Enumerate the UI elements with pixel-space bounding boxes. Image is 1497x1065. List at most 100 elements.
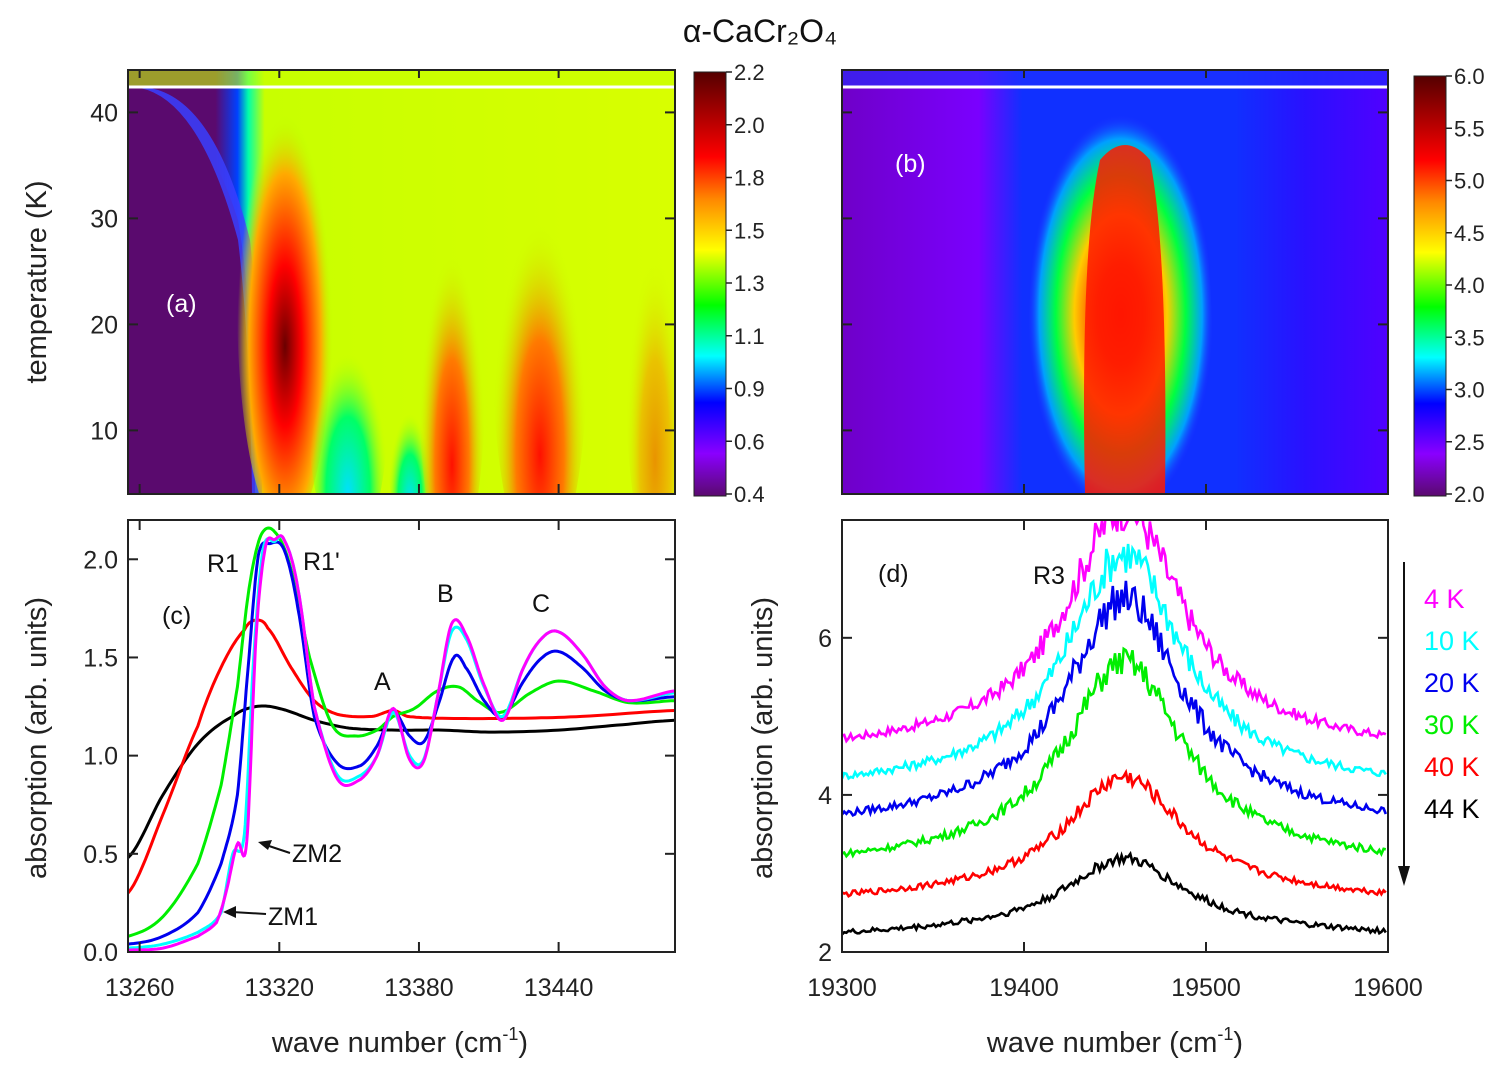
heatmap-a-top-band [128, 70, 675, 86]
panel-b-frame [841, 69, 1389, 495]
colorbar-tick-label: 0.4 [734, 482, 765, 507]
heatmap-b-top-band [842, 70, 1388, 86]
series-line-30k [842, 646, 1387, 859]
series-line-4k [128, 534, 675, 952]
y-tick-label: 2 [818, 939, 832, 967]
colorbar-tick-label: 1.3 [734, 271, 765, 296]
series-line-20k [842, 580, 1388, 818]
colorbar-tick-label: 0.6 [734, 429, 765, 454]
colorbar-tick-label: 2.2 [734, 60, 765, 85]
y-tick-label: 2.0 [83, 546, 118, 574]
legend-label-4k: 4 K [1424, 584, 1465, 614]
legend-label-30k: 30 K [1424, 710, 1480, 740]
panel-a-label: (a) [166, 290, 197, 318]
legend-label-44k: 44 K [1424, 794, 1480, 824]
colorbar-tick-label: 4.5 [1454, 221, 1485, 246]
panel-c-label: (c) [162, 602, 191, 630]
colorbar-tick-label: 1.1 [734, 324, 765, 349]
legend-label-40k: 40 K [1424, 752, 1480, 782]
zm1-arrow [223, 906, 267, 918]
colorbar-tick-label: 3.5 [1454, 325, 1485, 350]
annotation-a: A [374, 668, 391, 696]
zm2-arrow [258, 840, 291, 854]
panel-d-xlabel: wave number (cm-1) [986, 1024, 1243, 1059]
colorbar-a-ticks: 0.4 0.6 0.9 1.1 1.3 1.5 1.8 2.0 2.2 [726, 60, 765, 507]
panel-a: (a) 10 20 30 40 temperature (K) 0.4 0.6 0.9 1.… [21, 60, 765, 507]
colorbar-tick-label: 6.0 [1454, 64, 1485, 89]
colorbar-tick-label: 2.0 [1454, 482, 1485, 507]
annotation-r1: R1 [207, 550, 239, 578]
panel-d-series [842, 520, 1388, 936]
colorbar-tick-label: 2.0 [734, 113, 765, 138]
x-tick-label: 13260 [105, 974, 175, 1002]
annotation-r1-prime: R1' [303, 548, 340, 576]
colorbar-tick-label: 5.0 [1454, 169, 1485, 194]
x-tick-label: 13320 [245, 974, 315, 1002]
panel-c-frame [127, 519, 676, 953]
colorbar-a [693, 71, 727, 497]
x-tick-label: 13380 [384, 974, 454, 1002]
series-line-30k [128, 526, 675, 938]
y-tick-label: 0.0 [83, 939, 118, 967]
heatmap-a-peak-c [492, 110, 588, 494]
y-tick-label: 4 [818, 782, 832, 810]
panel-c-ticks: 13260 13320 13380 13440 0.0 0.5 1.0 1.5 2.0 [83, 520, 675, 1002]
y-tick-label: 1.0 [83, 743, 118, 771]
y-tick-label: 40 [90, 99, 118, 127]
panel-d: 19300 19400 19500 19600 2 4 6 (d) R3 4 K 10 K 20… [747, 519, 1480, 1059]
series-line-40k [842, 768, 1387, 898]
y-tick-label: 0.5 [83, 841, 118, 869]
colorbar-b [1413, 75, 1447, 497]
panel-d-legend: 4 K 10 K 20 K 30 K 40 K 44 K [1424, 584, 1480, 824]
panel-d-frame [841, 519, 1389, 953]
series-line-4k [842, 520, 1387, 744]
x-tick-label: 19300 [807, 974, 877, 1002]
y-tick-label: 10 [90, 417, 118, 445]
panel-b-y-ticks [841, 70, 1389, 494]
y-tick-label: 1.5 [83, 644, 118, 672]
legend-label-10k: 10 K [1424, 626, 1480, 656]
panel-d-ylabel: absorption (arb. units) [747, 597, 779, 879]
heatmap-a-dip-1 [308, 270, 388, 494]
figure-title: α-CaCr₂O₄ [683, 13, 837, 49]
colorbar-tick-label: 1.5 [734, 218, 765, 243]
panel-c-series [128, 526, 675, 952]
annotation-c: C [532, 590, 550, 618]
heatmap-a-blue-edge [140, 88, 262, 494]
heatmap-a-peak-b [418, 150, 486, 494]
colorbar-tick-label: 4.0 [1454, 273, 1485, 298]
annotation-b: B [437, 580, 454, 608]
panel-c-ylabel: absorption (arb. units) [21, 597, 53, 879]
panel-c-xlabel: wave number (cm-1) [271, 1024, 528, 1059]
series-line-20k [128, 540, 675, 946]
panel-b-label: (b) [895, 150, 926, 178]
y-tick-label: 20 [90, 311, 118, 339]
colorbar-tick-label: 1.8 [734, 166, 765, 191]
colorbar-tick-label: 0.9 [734, 377, 765, 402]
x-tick-label: 19600 [1353, 974, 1423, 1002]
panel-b: (b) 2.0 2.5 3.0 3.5 4.0 4.5 5.0 5.5 6.0 [841, 64, 1485, 507]
colorbar-tick-label: 3.0 [1454, 378, 1485, 403]
panel-a-y-ticks: 10 20 30 40 [90, 70, 675, 494]
panel-a-frame [127, 69, 676, 495]
x-tick-label: 19400 [989, 974, 1059, 1002]
panel-d-label: (d) [878, 560, 909, 588]
panel-d-ticks: 19300 19400 19500 19600 2 4 6 [807, 520, 1423, 1002]
temperature-arrow [1398, 562, 1410, 886]
series-line-40k [128, 618, 675, 895]
x-tick-label: 19500 [1171, 974, 1241, 1002]
y-tick-label: 6 [818, 625, 832, 653]
annotation-zm2: ZM2 [292, 840, 342, 868]
heatmap-a-peak-right [625, 160, 675, 494]
colorbar-b-ticks: 2.0 2.5 3.0 3.5 4.0 4.5 5.0 5.5 6.0 [1446, 64, 1485, 507]
panel-a-ylabel: temperature (K) [21, 180, 53, 383]
x-tick-label: 13440 [524, 974, 594, 1002]
annotation-r3: R3 [1033, 562, 1065, 590]
series-line-44k [842, 850, 1387, 936]
heatmap-b-core [1084, 145, 1166, 494]
colorbar-tick-label: 2.5 [1454, 430, 1485, 455]
y-tick-label: 30 [90, 205, 118, 233]
colorbar-tick-label: 5.5 [1454, 116, 1485, 141]
